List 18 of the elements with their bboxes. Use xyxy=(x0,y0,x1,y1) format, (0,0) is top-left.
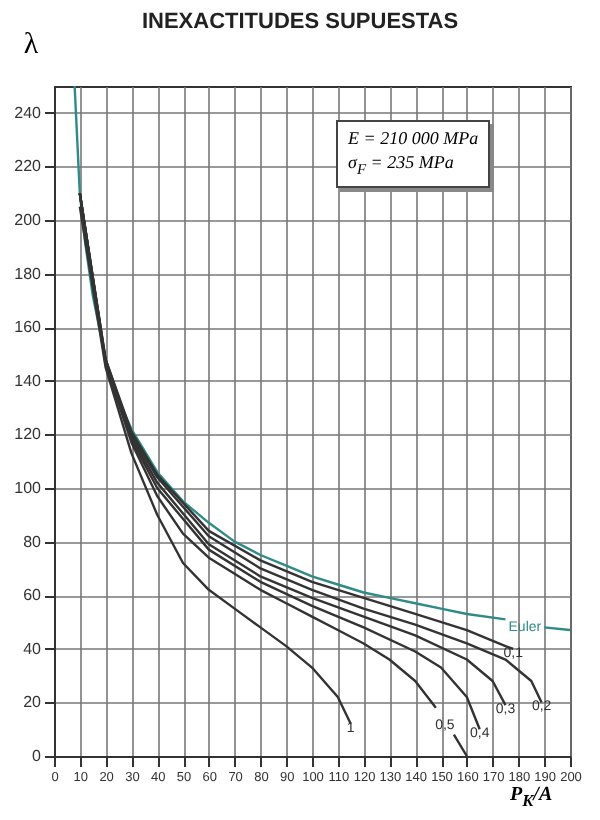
y-tick-label: 0 xyxy=(32,747,43,765)
y-tick-label: 200 xyxy=(14,211,43,229)
y-tick-label: 100 xyxy=(14,479,43,497)
y-tick-label: 240 xyxy=(14,103,43,122)
chart-title: INEXACTITUDES SUPUESTAS xyxy=(141,10,459,34)
y-tick-label: 80 xyxy=(23,532,43,551)
y-axis-title: λ xyxy=(23,29,40,61)
y-tick-label: 180 xyxy=(14,264,43,283)
y-tick-label: 20 xyxy=(23,693,43,712)
y-tick-label: 120 xyxy=(14,425,43,444)
y-tick-label: 140 xyxy=(14,371,43,390)
annotation: σ$_{F}$ = 235 MPa xyxy=(348,150,456,182)
y-tick-label: 40 xyxy=(23,639,43,658)
y-tick-label: 60 xyxy=(23,586,43,605)
x-axis-title: P$_{K}$/A xyxy=(510,784,553,810)
annotation: E = 210 000 MPa xyxy=(348,126,479,150)
y-tick-label: 160 xyxy=(14,318,43,337)
y-tick-label: 220 xyxy=(14,157,43,176)
